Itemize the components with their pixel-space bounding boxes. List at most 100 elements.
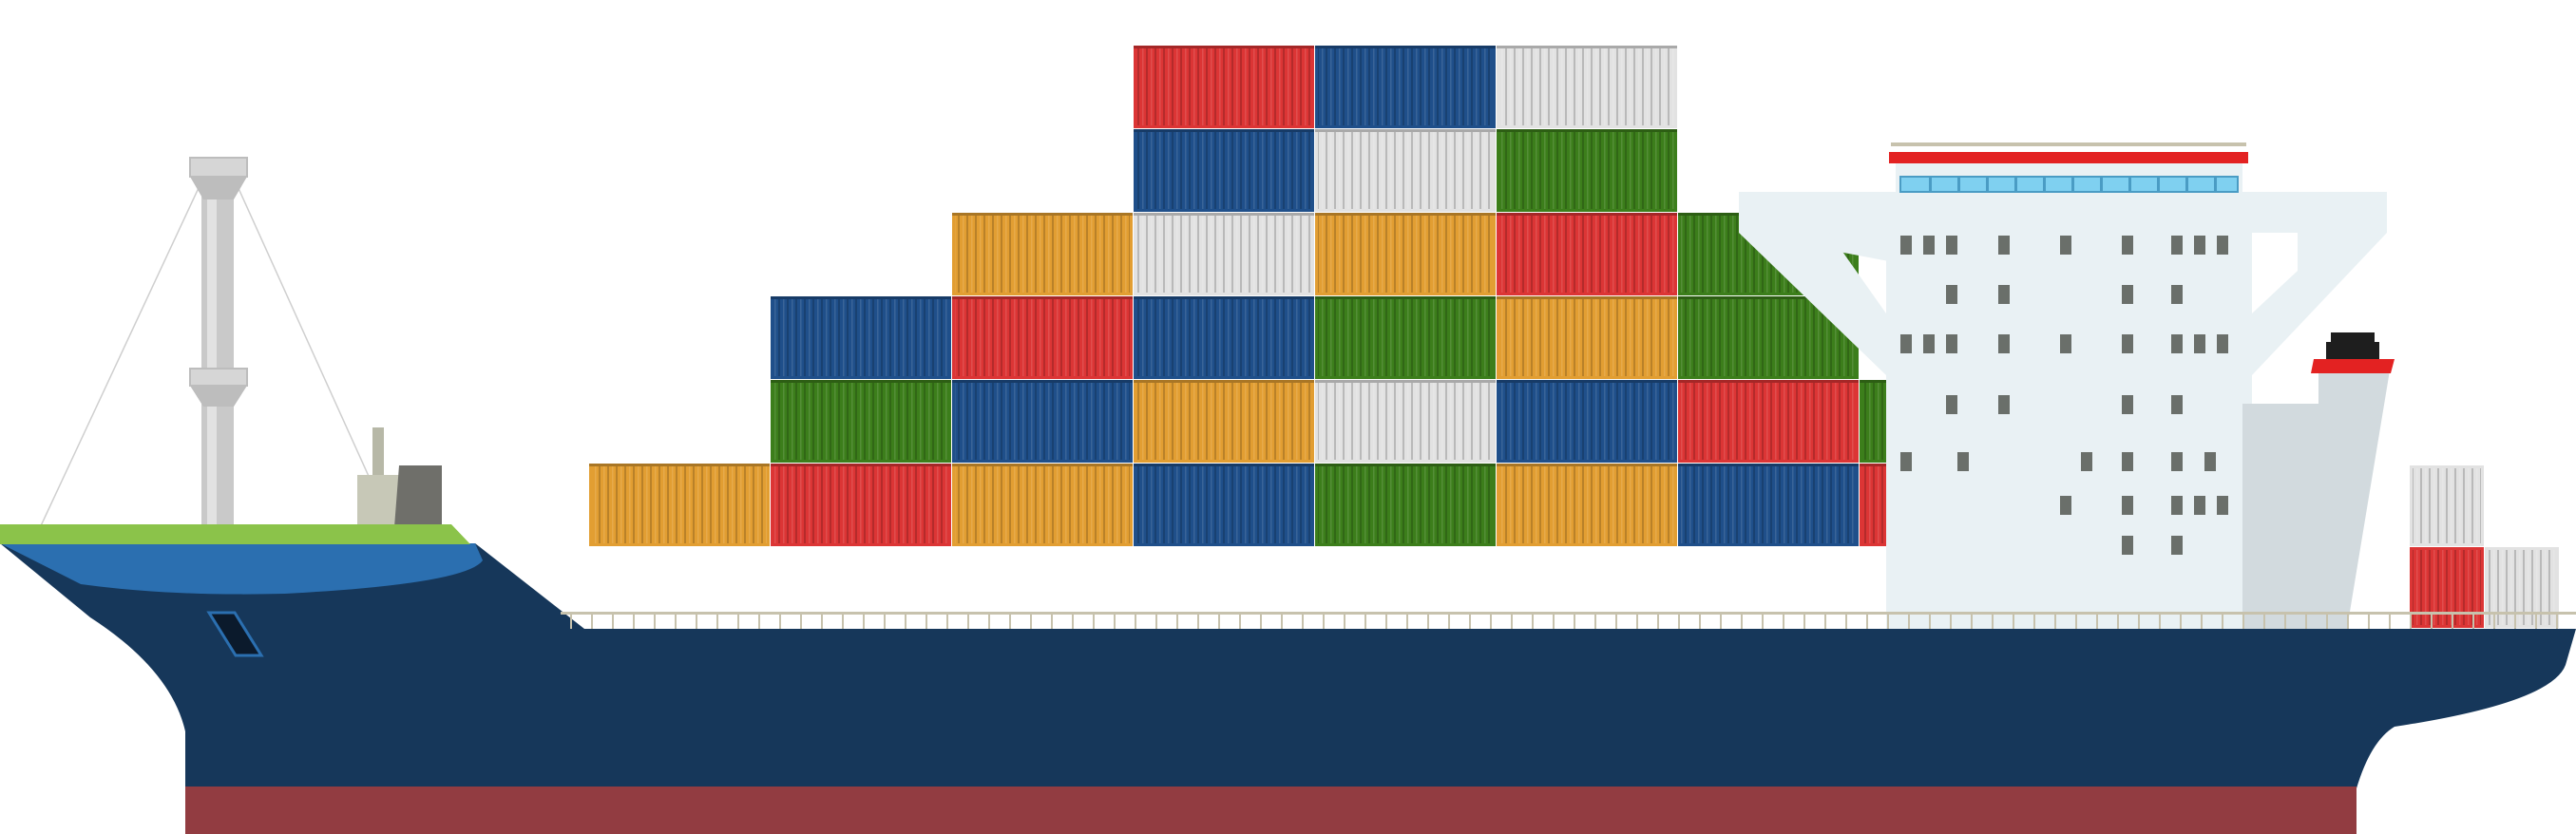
window xyxy=(2171,395,2183,414)
container xyxy=(771,296,951,379)
railing-post xyxy=(905,612,906,629)
winch-house-dark xyxy=(394,465,442,527)
window xyxy=(2081,452,2092,471)
railing-post xyxy=(1887,612,1889,629)
railing-post xyxy=(1866,612,1868,629)
railing-post xyxy=(1741,612,1743,629)
railing-post xyxy=(2222,612,2223,629)
window xyxy=(1900,334,1912,353)
railing-post xyxy=(800,612,802,629)
railing-post xyxy=(1553,612,1555,629)
window xyxy=(1923,334,1935,353)
railing-post xyxy=(1135,612,1136,629)
hull-bottom xyxy=(185,787,2357,834)
railing-post xyxy=(2431,612,2433,629)
container xyxy=(1497,213,1677,295)
railing-post xyxy=(1385,612,1387,629)
railing-post xyxy=(1448,612,1450,629)
funnel xyxy=(2242,332,2395,629)
railing-post xyxy=(612,612,614,629)
funnel-body xyxy=(2242,370,2390,629)
window xyxy=(1946,285,1957,304)
railing-post xyxy=(675,612,677,629)
container xyxy=(2485,547,2559,628)
container xyxy=(1134,213,1314,295)
railing-post xyxy=(967,612,969,629)
railing-post xyxy=(2410,612,2412,629)
window xyxy=(2171,285,2183,304)
window xyxy=(2122,334,2133,353)
railing-post xyxy=(2284,612,2286,629)
container xyxy=(1315,380,1496,463)
railing-post xyxy=(884,612,886,629)
railing-post xyxy=(1720,612,1722,629)
container xyxy=(1315,296,1496,379)
railing-post xyxy=(1051,612,1053,629)
window xyxy=(1998,285,2010,304)
mast-stay-left xyxy=(37,175,205,533)
window xyxy=(1946,334,1957,353)
anchor-hawse-pipe xyxy=(206,611,264,657)
window-mullion xyxy=(2185,177,2188,192)
railing-post xyxy=(2389,612,2391,629)
window xyxy=(2060,334,2071,353)
funnel-cap-top xyxy=(2331,332,2375,344)
railing-post xyxy=(1636,612,1638,629)
container xyxy=(1497,129,1677,212)
window xyxy=(2122,452,2133,471)
railing-post xyxy=(1762,612,1764,629)
window xyxy=(2217,334,2228,353)
window-mullion xyxy=(2157,177,2160,192)
railing-post xyxy=(1406,612,1408,629)
mast-stay-right xyxy=(232,175,391,523)
window-mullion xyxy=(2043,177,2046,192)
container xyxy=(771,380,951,463)
railing-post xyxy=(1260,612,1262,629)
mast-pole-highlight xyxy=(207,176,217,527)
window xyxy=(2122,236,2133,255)
railing-post xyxy=(2242,612,2244,629)
container xyxy=(1497,296,1677,379)
railing-post xyxy=(1574,612,1575,629)
railing-post xyxy=(2013,612,2014,629)
railing-post xyxy=(1323,612,1325,629)
window-mullion xyxy=(2128,177,2131,192)
railing-post xyxy=(1176,612,1178,629)
railing-post xyxy=(2347,612,2349,629)
window xyxy=(2171,536,2183,555)
window xyxy=(2171,452,2183,471)
mast-top-bracket xyxy=(190,177,247,199)
railing-post xyxy=(1929,612,1931,629)
railing-post xyxy=(1824,612,1826,629)
railing-post xyxy=(2452,612,2453,629)
deck-green-band xyxy=(0,524,470,544)
container xyxy=(1497,380,1677,463)
window xyxy=(2194,334,2205,353)
railing-post xyxy=(1615,612,1617,629)
railing-post xyxy=(842,612,844,629)
railing-post xyxy=(1511,612,1513,629)
railing-post xyxy=(2033,612,2035,629)
railing-post xyxy=(1950,612,1952,629)
mast-pole xyxy=(201,176,234,527)
window xyxy=(1900,452,1912,471)
railing-post xyxy=(2493,612,2495,629)
funnel-red-band xyxy=(2311,359,2395,373)
railing-post xyxy=(1594,612,1596,629)
hull-main xyxy=(0,543,2576,834)
window xyxy=(2122,285,2133,304)
railing-post xyxy=(2263,612,2265,629)
railing-post xyxy=(2138,612,2140,629)
forecastle-house xyxy=(357,427,442,527)
railing-post xyxy=(2075,612,2077,629)
railing-post xyxy=(654,612,656,629)
container xyxy=(1134,380,1314,463)
container xyxy=(1134,464,1314,546)
window xyxy=(1998,395,2010,414)
container xyxy=(1315,213,1496,295)
railing-top-bar xyxy=(561,612,2576,615)
container xyxy=(1134,46,1314,128)
accommodation-windows xyxy=(1900,236,2228,555)
railing-post xyxy=(1469,612,1471,629)
railing-post xyxy=(1239,612,1241,629)
